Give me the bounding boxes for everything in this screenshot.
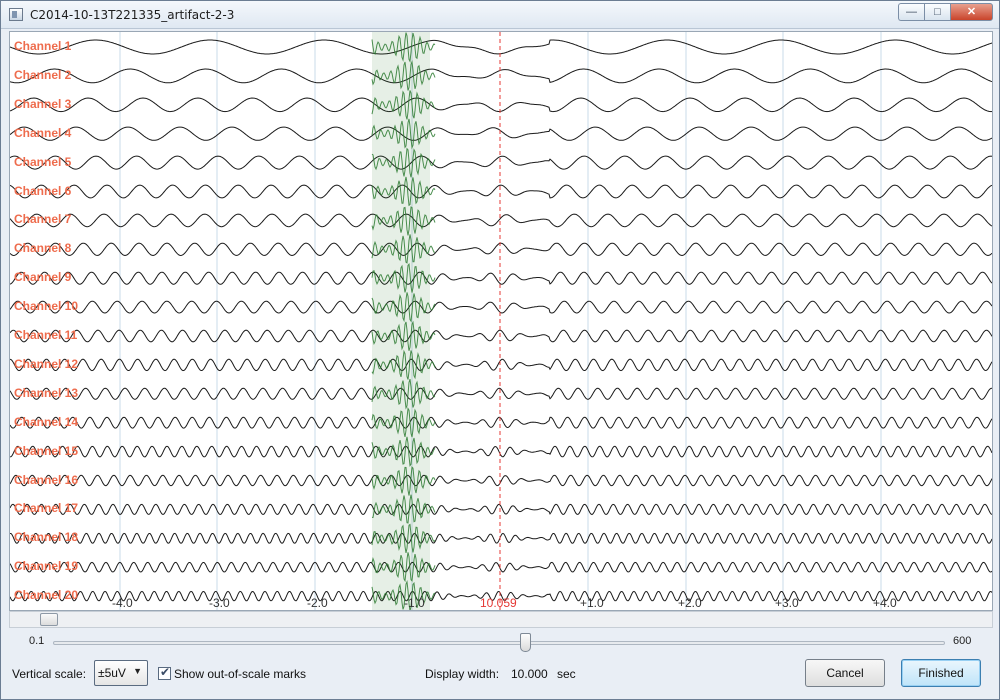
channel-trace <box>10 561 992 573</box>
window-title: C2014-10-13T221335_artifact-2-3 <box>30 8 235 22</box>
display-width-unit: sec <box>557 667 576 681</box>
channel-trace <box>10 68 992 84</box>
channel-trace <box>10 155 992 170</box>
channel-label: Channel 13 <box>14 385 79 400</box>
chevron-down-icon: ▼ <box>133 666 142 676</box>
channel-label: Channel 14 <box>14 414 79 429</box>
time-tick-label: +4.0 <box>873 596 897 610</box>
cancel-button[interactable]: Cancel <box>805 659 885 687</box>
eeg-traces-svg: -4.0 -3.0 -2.0 -1.0 10.059 +1.0 +2.0 +3.0 +4.0 <box>10 32 992 610</box>
channel-label: Channel 3 <box>14 96 72 111</box>
artifact-trace <box>371 494 436 524</box>
artifact-trace <box>371 263 436 293</box>
artifact-trace <box>371 580 436 610</box>
artifact-trace <box>371 292 436 323</box>
time-tick-label: -2.0 <box>307 596 328 610</box>
time-tick-label: -3.0 <box>209 596 230 610</box>
channel-label: Channel 9 <box>14 270 72 285</box>
channel-trace <box>10 387 992 400</box>
eeg-plot-area[interactable]: -4.0 -3.0 -2.0 -1.0 10.059 +1.0 +2.0 +3.0 +4.0 C… <box>9 31 993 611</box>
vertical-scale-value: ±5uV <box>98 666 126 680</box>
channel-label: Channel 6 <box>14 183 72 198</box>
channel-trace <box>10 532 992 544</box>
close-button[interactable]: ✕ <box>950 3 993 21</box>
horizontal-scrollbar[interactable] <box>9 611 993 628</box>
artifact-trace <box>371 378 436 410</box>
channel-label: Channel 7 <box>14 212 72 227</box>
display-width-slider-thumb[interactable] <box>520 633 531 652</box>
channel-trace <box>10 358 992 372</box>
channel-label: Channel 17 <box>14 501 79 516</box>
artifact-trace <box>371 436 436 467</box>
channel-trace <box>10 416 992 429</box>
artifact-trace <box>371 60 436 91</box>
artifact-trace <box>371 349 436 380</box>
artifact-trace <box>371 523 436 554</box>
finished-button[interactable]: Finished <box>901 659 981 687</box>
channel-label: Channel 18 <box>14 530 79 545</box>
time-tick-label: +2.0 <box>678 596 702 610</box>
channel-trace <box>10 271 992 285</box>
window-controls: — □ ✕ <box>898 3 993 21</box>
channel-label: Channel 20 <box>14 588 79 603</box>
channel-label: Channel 2 <box>14 67 72 82</box>
artifact-trace <box>371 147 436 178</box>
artifact-trace <box>371 552 436 583</box>
time-tick-label: -1.0 <box>404 596 425 610</box>
display-width-label: Display width: <box>425 667 500 681</box>
channel-label: Channel 4 <box>14 125 72 140</box>
channel-label: Channel 16 <box>14 472 79 487</box>
vertical-scale-label: Vertical scale: <box>12 667 87 681</box>
channel-trace <box>10 590 992 602</box>
channel-label: Channel 12 <box>14 356 79 371</box>
artifact-trace <box>371 90 436 120</box>
scrollbar-thumb[interactable] <box>40 613 58 626</box>
slider-max-label: 600 <box>953 635 972 647</box>
channel-trace <box>10 213 992 228</box>
channel-trace <box>10 329 992 343</box>
artifact-trace <box>371 234 436 264</box>
channel-trace <box>10 474 992 487</box>
channel-trace <box>10 126 992 141</box>
display-width-value: 10.000 <box>511 667 548 681</box>
show-marks-label[interactable]: Show out-of-scale marks <box>174 667 307 681</box>
maximize-button[interactable]: □ <box>924 3 950 21</box>
channel-label: Channel 1 <box>14 39 72 53</box>
artifact-trace <box>371 32 436 64</box>
artifact-trace <box>371 406 436 438</box>
channel-trace <box>10 503 992 516</box>
channel-label: Channel 5 <box>14 154 72 169</box>
channel-trace <box>10 445 992 458</box>
channel-trace <box>10 184 992 199</box>
time-tick-label: +1.0 <box>580 596 604 610</box>
slider-min-label: 0.1 <box>29 635 45 647</box>
show-marks-checkbox[interactable] <box>158 665 171 680</box>
artifact-trace <box>371 118 436 150</box>
artifact-trace <box>371 320 436 351</box>
channel-trace <box>10 300 992 314</box>
time-tick-label: -4.0 <box>112 596 133 610</box>
channel-trace <box>10 242 992 257</box>
cursor-time-label: 10.059 <box>480 596 517 610</box>
title-bar: C2014-10-13T221335_artifact-2-3 — □ ✕ <box>1 1 999 29</box>
channel-trace <box>10 39 992 55</box>
artifact-region <box>372 32 430 610</box>
artifact-trace <box>371 466 436 496</box>
artifact-trace <box>371 176 436 207</box>
channel-label: Channel 11 <box>14 328 78 342</box>
channel-label: Channel 8 <box>14 241 72 256</box>
channel-label: Channel 10 <box>14 299 79 314</box>
channel-label: Channel 19 <box>14 559 79 574</box>
time-tick-label: +3.0 <box>775 596 799 610</box>
channel-trace <box>10 97 992 113</box>
app-icon <box>9 8 23 21</box>
display-width-slider-track[interactable] <box>53 641 945 645</box>
minimize-button[interactable]: — <box>898 3 924 21</box>
artifact-trace <box>371 206 436 236</box>
vertical-scale-select[interactable]: ±5uV ▼ <box>94 660 148 686</box>
channel-label: Channel 15 <box>14 443 79 458</box>
